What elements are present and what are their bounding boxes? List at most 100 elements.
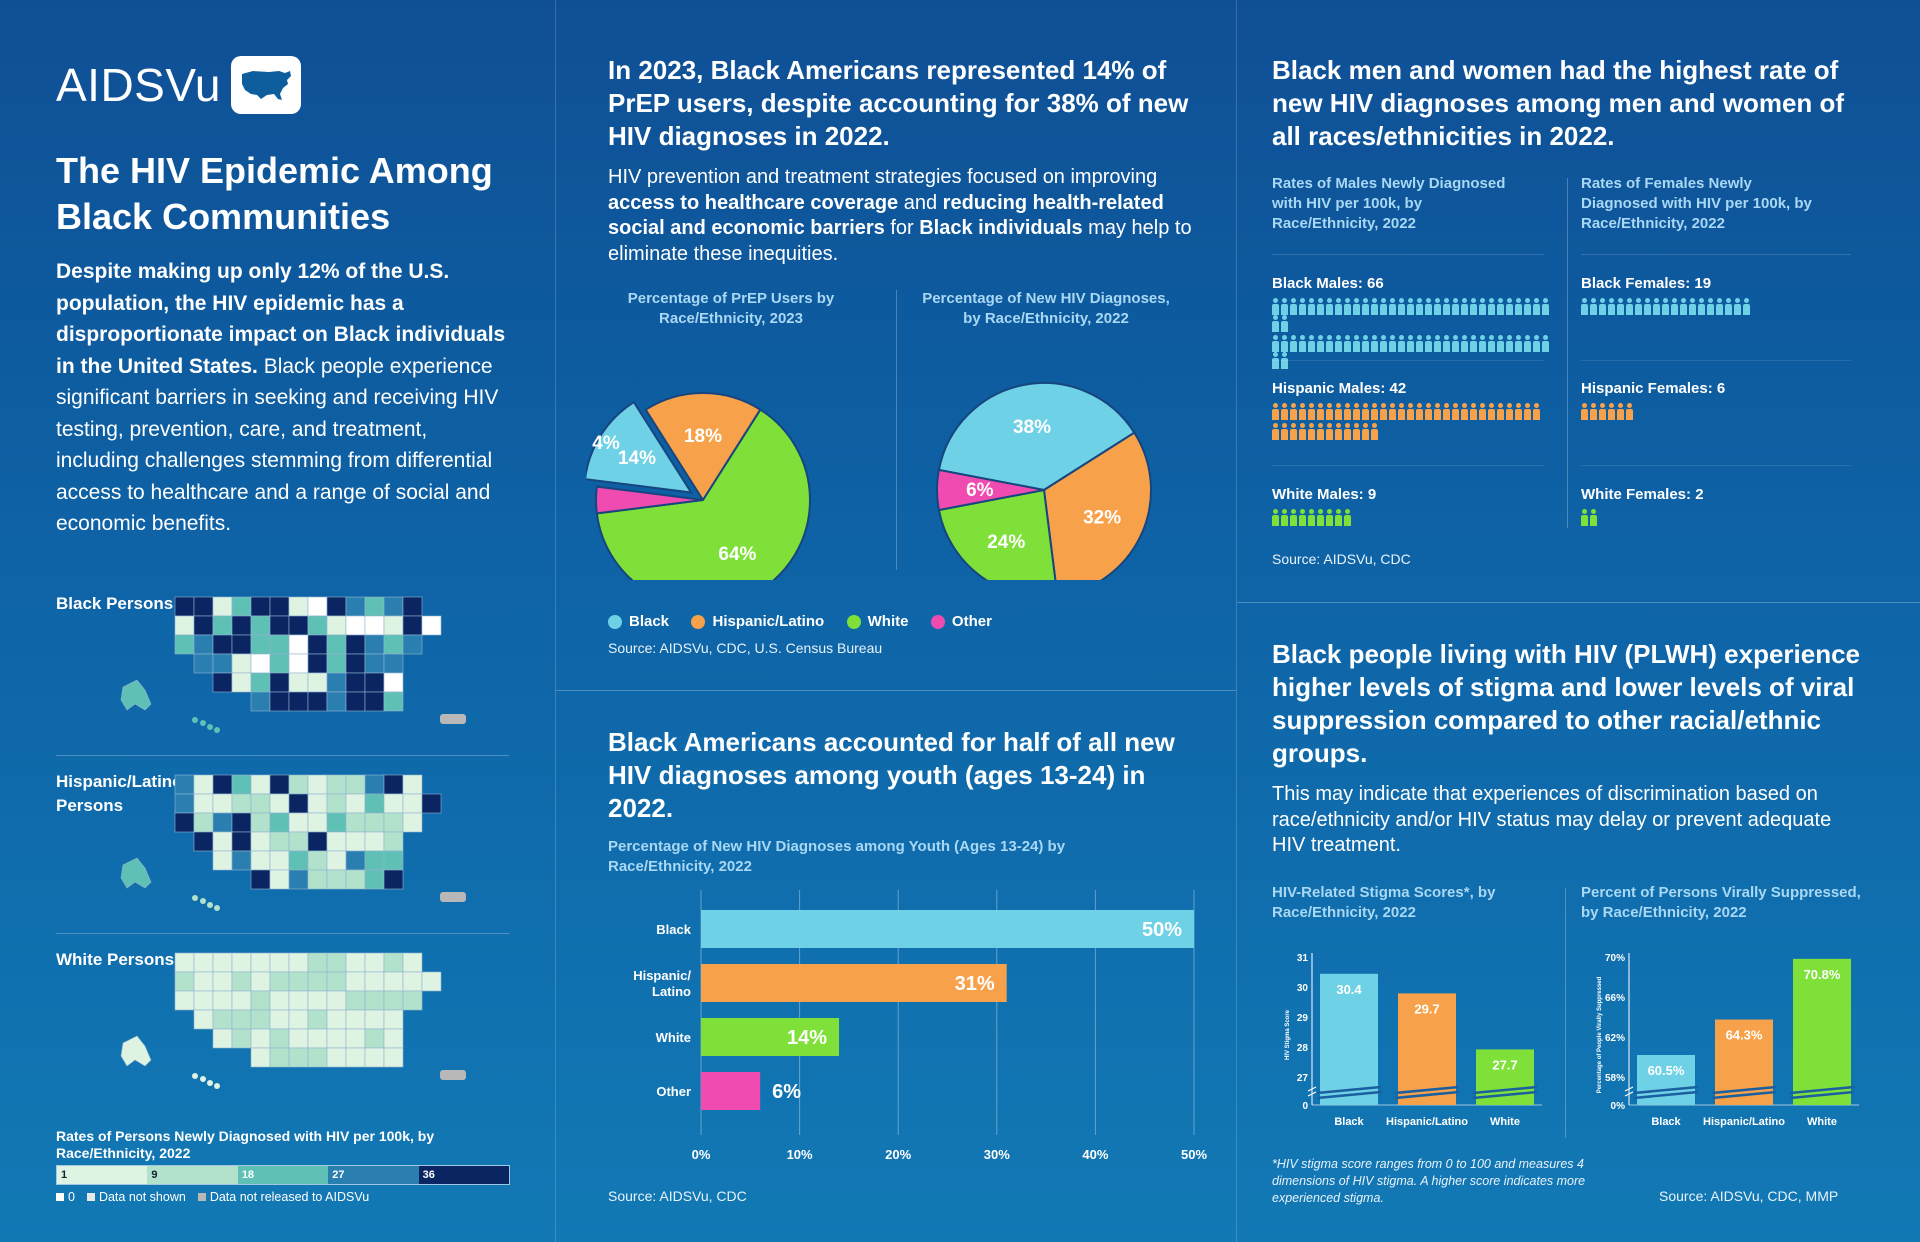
stigma-chart-title: HIV-Related Stigma Scores*, by Race/Ethn… xyxy=(1272,884,1496,921)
person-icon xyxy=(1326,298,1333,315)
prep-body-part: HIV prevention and treatment strategies … xyxy=(608,166,1158,188)
person-icon xyxy=(1470,335,1477,352)
y-tick-label: 66% xyxy=(1605,993,1625,1004)
person-icon xyxy=(1590,298,1597,315)
axis-break-mark xyxy=(1316,1085,1382,1100)
state-tile xyxy=(345,793,366,814)
state-tile xyxy=(250,653,271,674)
person-icon xyxy=(1497,335,1504,352)
us-map-icon xyxy=(230,56,301,114)
state-tile xyxy=(383,634,404,655)
hawaii-island xyxy=(214,905,220,911)
hispanic-females-pictograph xyxy=(1581,403,1861,420)
legend-zero: 0 xyxy=(56,1190,75,1204)
females-chart-title: Rates of Females Newly Diagnosed with HI… xyxy=(1581,175,1812,232)
x-tick-label: 30% xyxy=(984,1147,1010,1162)
divider xyxy=(56,933,509,934)
person-icon xyxy=(1452,403,1459,420)
state-tile xyxy=(364,869,385,890)
state-tile xyxy=(345,990,366,1011)
person-icon xyxy=(1272,335,1279,352)
person-icon xyxy=(1371,335,1378,352)
person-icon xyxy=(1488,298,1495,315)
pie-label: 6% xyxy=(966,480,994,501)
person-icon xyxy=(1443,403,1450,420)
category-label: Black xyxy=(1651,1116,1681,1128)
person-icon xyxy=(1326,335,1333,352)
y-axis-label: HIV Stigma Score xyxy=(1285,1009,1291,1060)
y-tick-label: 28 xyxy=(1297,1043,1309,1054)
map-hispanic-persons xyxy=(115,770,485,920)
y-tick-label: 70% xyxy=(1605,953,1625,964)
prep-body-part: for xyxy=(884,217,920,239)
person-icon xyxy=(1290,509,1297,526)
state-tile xyxy=(250,615,271,636)
pie-label: 32% xyxy=(1083,507,1121,528)
hawaii-island xyxy=(214,1083,220,1089)
person-icon xyxy=(1662,298,1669,315)
state-tile xyxy=(174,952,195,973)
person-icon xyxy=(1533,403,1540,420)
person-icon xyxy=(1335,423,1342,440)
person-icon xyxy=(1371,403,1378,420)
person-icon xyxy=(1290,423,1297,440)
puerto-rico-shape xyxy=(440,892,466,902)
bar-value-label: 60.5% xyxy=(1648,1063,1685,1078)
state-tile xyxy=(345,952,366,973)
state-tile xyxy=(250,990,271,1011)
bar-value-label: 70.8% xyxy=(1804,967,1841,982)
hawaii-island xyxy=(207,902,213,908)
hawaii-island xyxy=(207,724,213,730)
person-icon xyxy=(1479,298,1486,315)
page-title: The HIV Epidemic Among Black Communities xyxy=(56,150,493,237)
person-icon xyxy=(1335,403,1342,420)
hispanic-females-label: Hispanic Females: 6 xyxy=(1581,380,1726,397)
person-icon xyxy=(1434,335,1441,352)
person-icon xyxy=(1425,403,1432,420)
bar-value-label: 29.7 xyxy=(1414,1001,1439,1016)
person-icon xyxy=(1425,335,1432,352)
person-icon xyxy=(1626,298,1633,315)
bar-white xyxy=(1793,958,1851,1105)
person-icon xyxy=(1317,403,1324,420)
person-icon xyxy=(1617,298,1624,315)
hispanic-males-label: Hispanic Males: 42 xyxy=(1272,380,1407,397)
person-icon xyxy=(1581,298,1588,315)
aidsvu-logo[interactable]: AIDSVu xyxy=(56,56,301,114)
state-tile xyxy=(326,615,347,636)
person-icon xyxy=(1599,403,1606,420)
person-icon xyxy=(1653,298,1660,315)
state-tile xyxy=(231,952,252,973)
state-tile xyxy=(231,831,252,852)
state-tile xyxy=(326,952,347,973)
pie-label: 38% xyxy=(1013,417,1051,438)
scale-title: Rates of Persons Newly Diagnosed with HI… xyxy=(56,1128,435,1161)
state-tile xyxy=(364,793,385,814)
divider xyxy=(1567,178,1568,528)
state-tile xyxy=(383,1047,404,1068)
alaska-shape xyxy=(120,679,152,711)
person-icon xyxy=(1344,423,1351,440)
state-tile xyxy=(250,1047,271,1068)
state-tile xyxy=(269,850,290,871)
x-tick-label: 50% xyxy=(1181,1147,1207,1162)
state-tile xyxy=(307,952,328,973)
state-tile xyxy=(364,596,385,617)
state-tile xyxy=(326,1009,347,1030)
state-tile xyxy=(326,672,347,693)
pie2-title: Percentage of New HIV Diagnoses, by Race… xyxy=(922,290,1170,327)
scale-step-5: 36 xyxy=(418,1166,510,1184)
person-icon xyxy=(1479,335,1486,352)
pie-slice-other xyxy=(936,468,1045,512)
person-icon xyxy=(1698,298,1705,315)
bar-hispaniclatino xyxy=(1398,993,1456,1105)
state-tile xyxy=(326,653,347,674)
divider xyxy=(1237,602,1920,603)
puerto-rico-shape xyxy=(440,1070,466,1080)
state-tile xyxy=(193,774,214,795)
person-icon xyxy=(1389,298,1396,315)
y-tick-label: 31 xyxy=(1297,953,1309,964)
bar-value-label: 6% xyxy=(772,1081,801,1103)
pie-label: 18% xyxy=(684,426,722,447)
suppression-chart-title: Percent of Persons Virally Suppressed, b… xyxy=(1581,884,1861,921)
